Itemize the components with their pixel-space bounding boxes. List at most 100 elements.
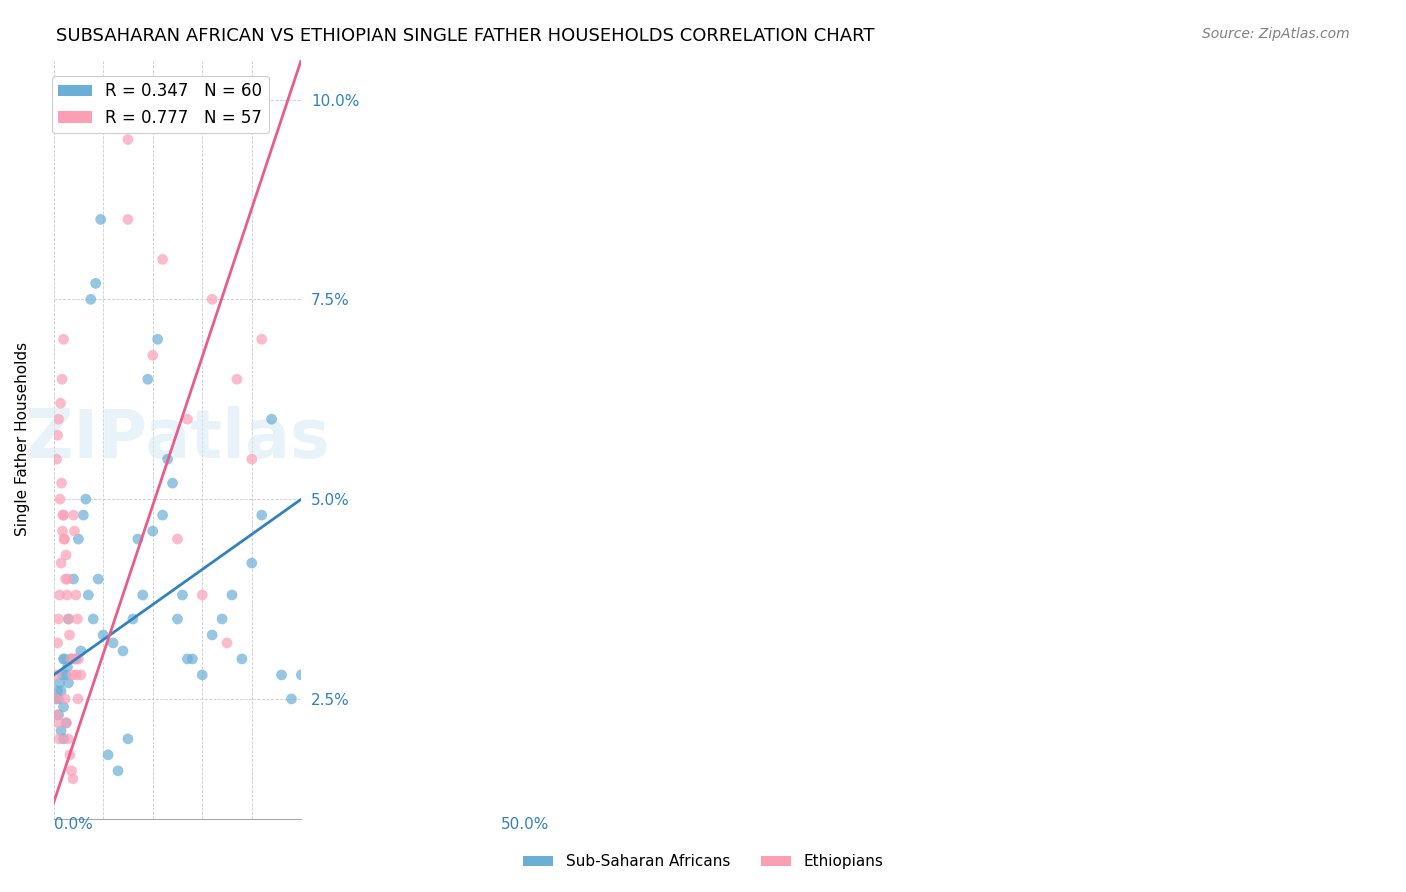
Point [53, 652, 76, 666]
Point [191, 668, 214, 682]
Point [45, 692, 67, 706]
Point [51, 524, 73, 538]
Point [49, 684, 72, 698]
Point [260, 412, 283, 426]
Point [231, 652, 253, 666]
Point [111, 644, 134, 658]
Point [52, 508, 75, 522]
Point [59, 652, 82, 666]
Point [49, 556, 72, 570]
Text: 50.0%: 50.0% [501, 817, 550, 832]
Point [101, 636, 124, 650]
Point [46, 684, 69, 698]
Point [84, 277, 107, 291]
Point [46, 715, 69, 730]
Point [52, 652, 75, 666]
Point [51, 372, 73, 386]
Point [45, 452, 67, 467]
Point [48, 412, 70, 426]
Point [46, 428, 69, 442]
Point [62, 772, 84, 786]
Point [166, 612, 188, 626]
Point [46, 707, 69, 722]
Point [162, 476, 184, 491]
Point [142, 348, 165, 362]
Point [66, 612, 89, 626]
Point [62, 668, 84, 682]
Point [166, 532, 188, 546]
Point [48, 612, 70, 626]
Point [53, 692, 76, 706]
Point [58, 612, 80, 626]
Point [48, 588, 70, 602]
Point [55, 715, 77, 730]
Point [49, 492, 72, 507]
Point [215, 636, 238, 650]
Point [181, 652, 204, 666]
Point [91, 628, 114, 642]
Text: ZIPatlas: ZIPatlas [25, 406, 330, 472]
Point [48, 731, 70, 746]
Point [87, 572, 110, 586]
Point [156, 452, 179, 467]
Point [55, 548, 77, 562]
Point [122, 612, 145, 626]
Point [142, 524, 165, 538]
Point [270, 668, 292, 682]
Legend: Sub-Saharan Africans, Ethiopians: Sub-Saharan Africans, Ethiopians [517, 848, 889, 875]
Point [97, 747, 120, 762]
Point [49, 396, 72, 410]
Point [107, 764, 129, 778]
Point [240, 556, 263, 570]
Point [46, 636, 69, 650]
Point [52, 508, 75, 522]
Point [211, 612, 233, 626]
Point [49, 723, 72, 738]
Point [66, 692, 89, 706]
Point [226, 372, 249, 386]
Text: SUBSAHARAN AFRICAN VS ETHIOPIAN SINGLE FATHER HOUSEHOLDS CORRELATION CHART: SUBSAHARAN AFRICAN VS ETHIOPIAN SINGLE F… [56, 27, 875, 45]
Point [117, 731, 139, 746]
Point [56, 588, 79, 602]
Point [65, 668, 87, 682]
Point [82, 612, 104, 626]
Point [152, 508, 174, 522]
Point [55, 668, 77, 682]
Point [191, 588, 214, 602]
Point [250, 332, 273, 346]
Point [48, 692, 70, 706]
Point [56, 572, 79, 586]
Point [136, 372, 159, 386]
Point [52, 332, 75, 346]
Point [58, 612, 80, 626]
Point [80, 293, 103, 307]
Point [201, 293, 224, 307]
Point [127, 532, 149, 546]
Text: Source: ZipAtlas.com: Source: ZipAtlas.com [1202, 27, 1350, 41]
Point [146, 332, 169, 346]
Point [250, 508, 273, 522]
Point [70, 668, 93, 682]
Point [132, 588, 155, 602]
Point [55, 572, 77, 586]
Point [65, 588, 87, 602]
Point [63, 652, 86, 666]
Text: 0.0%: 0.0% [53, 817, 93, 832]
Point [52, 731, 75, 746]
Point [117, 212, 139, 227]
Point [152, 252, 174, 267]
Point [52, 699, 75, 714]
Point [63, 524, 86, 538]
Point [60, 764, 83, 778]
Point [48, 707, 70, 722]
Point [72, 508, 94, 522]
Point [45, 692, 67, 706]
Point [75, 492, 97, 507]
Point [55, 715, 77, 730]
Point [67, 652, 90, 666]
Point [48, 676, 70, 690]
Point [70, 644, 93, 658]
Point [53, 532, 76, 546]
Y-axis label: Single Father Households: Single Father Households [15, 343, 30, 536]
Point [240, 452, 263, 467]
